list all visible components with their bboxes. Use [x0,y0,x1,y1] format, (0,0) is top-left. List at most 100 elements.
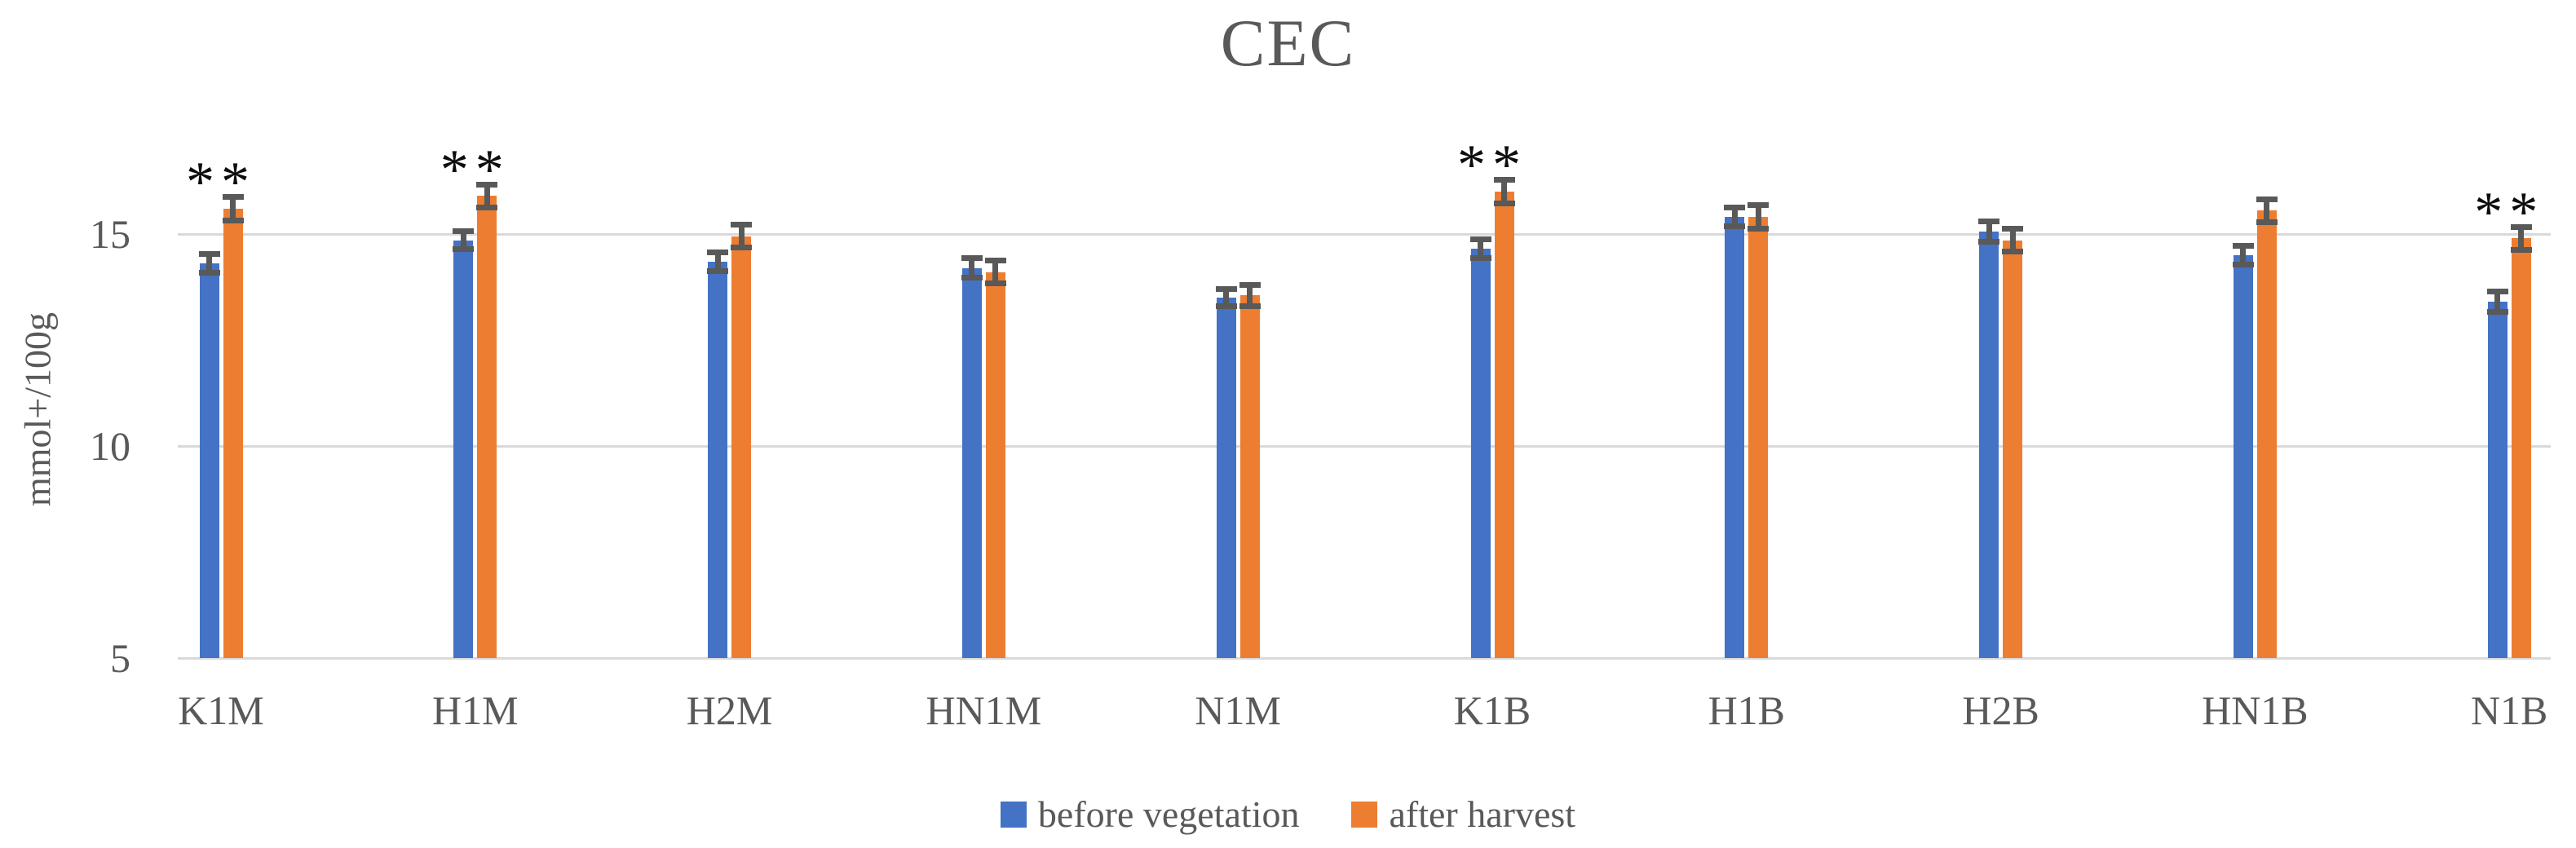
error-bar-cap-top [1215,286,1237,293]
error-bar-whisker [1247,285,1253,307]
error-bar-cap-top [2510,223,2532,230]
error-bar-whisker [2494,291,2501,312]
error-bar-cap-top [1748,202,1770,209]
error-bar-cap-top [984,258,1006,264]
error-bar-whisker [1986,221,1992,242]
error-bar-whisker [714,252,721,272]
error-bar-whisker [969,258,975,278]
bar-HN1B-before [2233,255,2253,658]
gridline-15 [178,233,2551,236]
bar-H2B-before [1979,232,1999,658]
error-bar-whisker [230,197,236,221]
significance-marker-K1B: ** [1457,134,1527,197]
bar-HN1M-after [985,272,1005,658]
error-bar-cap-bottom [1215,303,1237,309]
bar-H2B-after [2003,240,2023,658]
error-bar-cap-top [476,181,498,188]
bar-H1M-before [453,240,474,658]
bar-N1M-before [1216,298,1236,658]
error-bar-whisker [992,260,999,284]
error-bar-cap-top [222,193,244,200]
error-bar-whisker [1223,289,1230,307]
bar-H2M-before [708,261,728,658]
bar-HN1B-after [2256,210,2277,658]
y-tick-label-15: 15 [90,211,130,257]
x-tick-label-HN1B: HN1B [2202,687,2309,733]
bar-K1M-before [199,263,219,658]
bar-H1M-after [477,196,497,658]
x-tick-label-H2B: H2B [1962,687,2039,733]
error-bar-whisker [2240,245,2247,265]
bar-K1B-after [1494,192,1514,658]
error-bar-cap-bottom [2510,246,2532,253]
chart-title: CEC [1220,6,1356,80]
error-bar-whisker [484,184,490,208]
gridline-5 [178,657,2551,660]
error-bar-cap-top [2002,226,2024,232]
error-bar-cap-bottom [2002,249,2024,255]
error-bar-cap-bottom [453,246,475,253]
x-tick-label-H2M: H2M [686,687,773,733]
error-bar-cap-top [1978,219,2000,225]
error-bar-cap-top [707,249,729,255]
y-tick-label-10: 10 [90,423,130,469]
error-bar-whisker [1501,179,1507,204]
bar-K1M-after [223,208,243,658]
error-bar-whisker [1731,207,1738,227]
legend: before vegetation after harvest [0,795,2576,834]
error-bar-cap-bottom [476,204,498,210]
bar-K1B-before [1470,249,1491,658]
x-tick-label-N1B: N1B [2470,687,2548,733]
x-tick-label-K1B: K1B [1453,687,1531,733]
error-bar-cap-bottom [961,275,983,281]
error-bar-cap-bottom [984,280,1006,287]
x-tick-label-H1B: H1B [1708,687,1786,733]
error-bar-cap-bottom [731,245,753,251]
legend-label: after harvest [1389,793,1576,835]
error-bar-cap-bottom [2232,262,2254,268]
significance-marker-H1M: ** [440,139,510,202]
bar-HN1M-before [961,267,982,658]
error-bar-whisker [206,254,212,273]
x-tick-label-N1M: N1M [1195,687,1281,733]
error-bar-cap-bottom [198,270,220,276]
error-bar-cap-top [1724,205,1746,211]
error-bar-whisker [2518,227,2525,250]
error-bar-cap-bottom [1493,201,1515,207]
error-bar-cap-top [198,251,220,258]
error-bar-cap-top [2232,242,2254,249]
error-bar-cap-top [2256,196,2278,202]
error-bar-cap-top [961,255,983,262]
error-bar-whisker [1755,205,1761,229]
bar-N1B-before [2487,302,2508,658]
error-bar-whisker [2264,199,2270,223]
legend-entry: after harvest [1351,795,1575,834]
x-tick-label-HN1M: HN1M [926,687,1042,733]
bar-H1B-after [1748,217,1769,658]
y-tick-label-5: 5 [110,635,130,681]
bar-H1B-before [1725,217,1745,658]
legend-swatch-icon [1000,802,1027,828]
error-bar-cap-top [1239,281,1261,288]
error-bar-cap-bottom [2486,309,2508,316]
error-bar-whisker [1478,239,1483,258]
error-bar-cap-bottom [222,217,244,223]
x-tick-label-H1M: H1M [432,687,519,733]
error-bar-cap-bottom [1469,255,1491,262]
error-bar-cap-top [1493,176,1515,183]
significance-marker-N1B: ** [2474,181,2545,245]
error-bar-cap-bottom [707,267,729,274]
error-bar-cap-top [453,228,475,235]
error-bar-cap-top [731,222,753,228]
error-bar-cap-top [2486,289,2508,295]
bar-N1B-after [2511,238,2531,658]
legend-swatch-icon [1351,802,1378,828]
error-bar-cap-bottom [1239,303,1261,309]
x-tick-label-K1M: K1M [178,687,264,733]
bar-H2M-after [731,236,752,658]
gridline-10 [178,445,2551,448]
error-bar-cap-bottom [1978,239,2000,245]
error-bar-cap-bottom [2256,219,2278,225]
